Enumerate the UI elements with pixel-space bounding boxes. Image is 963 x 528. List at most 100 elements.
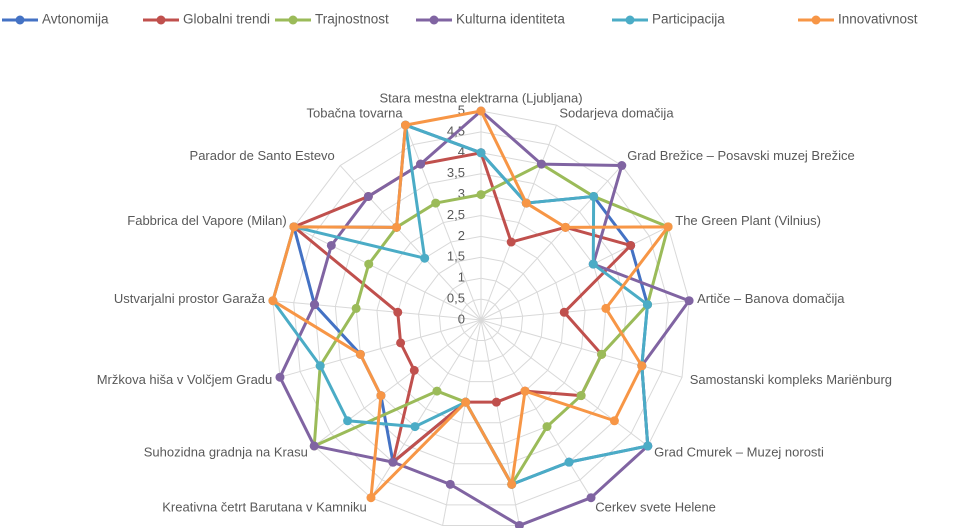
- data-point: [326, 240, 336, 250]
- spoke: [480, 300, 690, 321]
- spoke: [272, 300, 482, 321]
- data-point: [431, 198, 441, 208]
- grid-ring: [272, 110, 690, 526]
- grid-ring: [459, 298, 503, 342]
- tick-label: 1,5: [447, 249, 465, 264]
- spoke: [480, 319, 520, 526]
- data-point: [476, 106, 486, 116]
- series-line: [271, 109, 670, 500]
- data-point: [663, 222, 673, 232]
- legend-marker: [288, 15, 298, 25]
- spoke: [405, 124, 482, 321]
- series-line: [292, 151, 633, 464]
- data-point: [476, 190, 486, 200]
- category-label: Grad Brežice – Posavski muzej Brežice: [627, 148, 855, 163]
- tick-label: 0: [458, 311, 465, 326]
- legend-label: Avtonomija: [42, 12, 109, 27]
- spoke: [442, 319, 482, 526]
- data-point: [392, 222, 402, 232]
- data-point: [521, 198, 531, 208]
- legend-label: Kulturna identiteta: [456, 12, 565, 27]
- data-point: [684, 296, 694, 306]
- legend-marker: [15, 15, 25, 25]
- category-label: Suhozidna gradnja na Krasu: [144, 445, 308, 460]
- data-point: [507, 479, 517, 489]
- spoke: [480, 319, 592, 498]
- tick-label: 4: [458, 144, 465, 159]
- data-point: [576, 391, 586, 401]
- tick-label: 0,5: [447, 291, 465, 306]
- data-point: [617, 161, 627, 171]
- data-point: [637, 361, 647, 371]
- spoke: [293, 226, 482, 321]
- data-point: [626, 240, 636, 250]
- data-point: [410, 422, 420, 432]
- spoke: [480, 226, 669, 321]
- category-label: Parador de Santo Estevo: [190, 148, 335, 163]
- data-point: [536, 159, 546, 169]
- data-point: [366, 493, 376, 503]
- data-point: [343, 416, 353, 426]
- data-point: [310, 300, 320, 310]
- data-point: [514, 520, 524, 528]
- spoke: [370, 319, 482, 498]
- data-point: [609, 416, 619, 426]
- category-label: Stara mestna elektrarna (Ljubljana): [379, 90, 582, 105]
- category-label: Fabbrica del Vapore (Milan): [127, 213, 286, 228]
- data-point: [396, 338, 406, 348]
- grid-ring: [438, 277, 524, 362]
- data-point: [376, 391, 386, 401]
- legend-marker: [156, 15, 166, 25]
- legend-marker: [625, 15, 635, 25]
- tick-label: 5: [458, 102, 465, 117]
- legend-label: Trajnostnost: [315, 12, 389, 27]
- data-point: [364, 259, 374, 269]
- category-label: Cerkev svete Helene: [595, 499, 716, 514]
- spoke: [279, 319, 482, 378]
- data-point: [416, 159, 426, 169]
- data-point: [601, 303, 611, 313]
- data-point: [586, 493, 596, 503]
- data-point: [643, 441, 653, 451]
- category-label: Mržkova hiša v Volčjem Gradu: [97, 372, 273, 387]
- data-point: [388, 457, 398, 467]
- data-point: [351, 303, 361, 313]
- data-point: [597, 349, 607, 359]
- category-label: Tobačna tovarna: [306, 105, 403, 120]
- data-point: [445, 479, 455, 489]
- data-point: [506, 237, 516, 247]
- spoke: [480, 165, 623, 321]
- data-point: [560, 222, 570, 232]
- spoke: [313, 319, 482, 447]
- legend-label: Innovativnost: [838, 12, 918, 27]
- data-point: [289, 222, 299, 232]
- legend-label: Globalni trendi: [183, 12, 270, 27]
- category-label: Grad Cmurek – Muzej norosti: [654, 445, 824, 460]
- tick-label: 3: [458, 186, 465, 201]
- data-point: [393, 307, 403, 317]
- data-point: [355, 349, 365, 359]
- data-point: [275, 372, 285, 382]
- category-label: Artiče – Banova domačija: [697, 291, 845, 306]
- data-point: [420, 253, 430, 263]
- legend: Avtonomija Globalni trendi Trajnostnost Kul…: [2, 12, 918, 27]
- spoke: [480, 319, 683, 378]
- tick-label: 2: [458, 228, 465, 243]
- tick-label: 1: [458, 270, 465, 285]
- category-label: Samostanski kompleks Mariënburg: [690, 372, 892, 387]
- data-point: [401, 120, 411, 130]
- tick-label: 3,5: [447, 165, 465, 180]
- data-point: [268, 296, 278, 306]
- grid-ring: [334, 173, 628, 465]
- data-point: [315, 361, 325, 371]
- data-point: [309, 441, 319, 451]
- data-point: [476, 148, 486, 158]
- legend-marker: [429, 15, 439, 25]
- data-point: [432, 386, 442, 396]
- data-point: [461, 397, 471, 407]
- grid-ring: [418, 256, 544, 383]
- data-point: [564, 457, 574, 467]
- legend-marker: [811, 15, 821, 25]
- data-point: [642, 300, 652, 310]
